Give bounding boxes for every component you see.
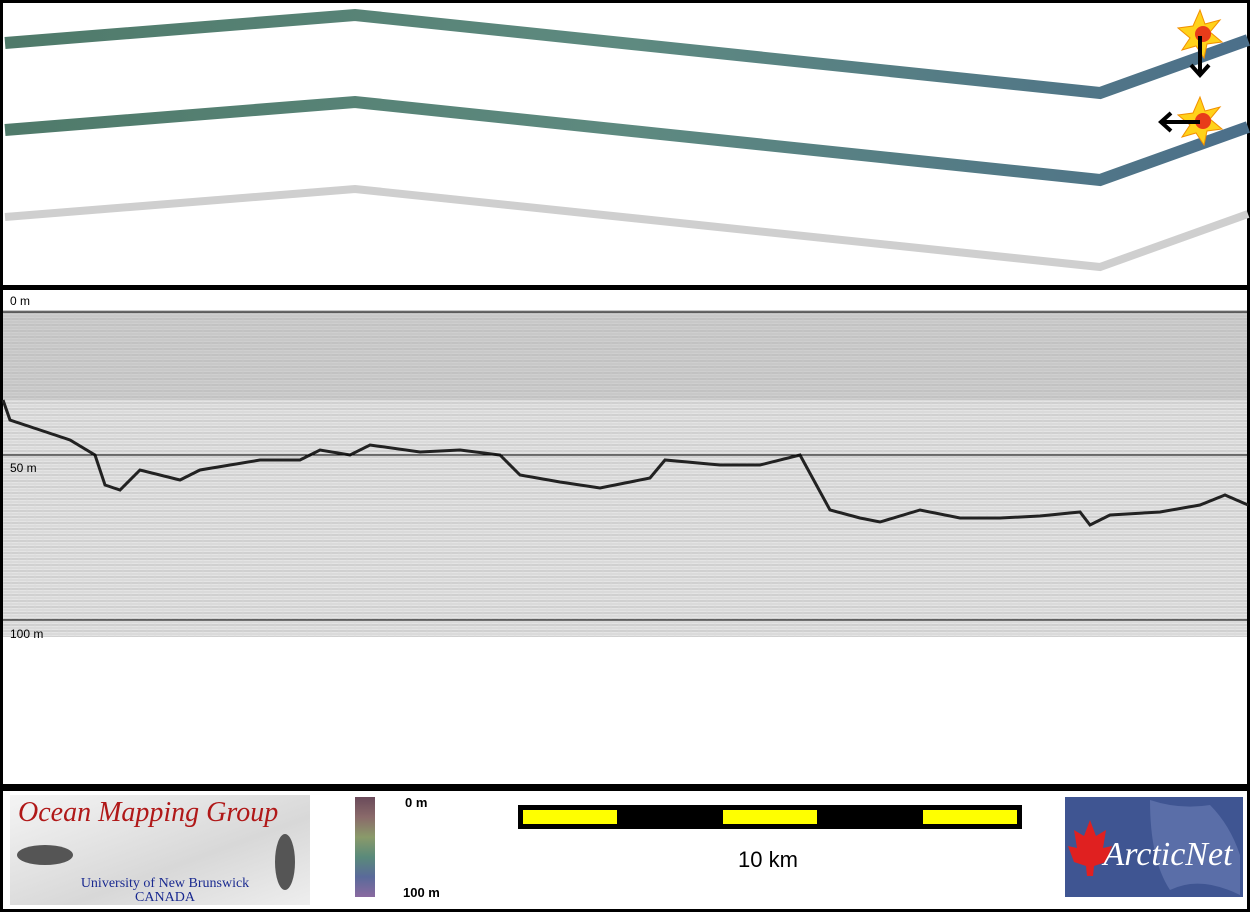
logo-title: Ocean Mapping Group [18,797,278,828]
logo-graphic [275,834,295,890]
swath-panel [3,3,1247,285]
depth-label: 50 m [10,461,37,475]
logo-map [1150,800,1240,895]
color-scale-label: 0 m [405,795,427,810]
echogram [3,310,1247,637]
echogram-surface [3,310,1247,400]
scale-bar-segment [523,810,617,824]
arrow [1158,111,1200,133]
swath-track [4,8,1250,100]
logo-university: University of New Brunswick [81,876,249,891]
color-scale [355,797,375,897]
color-scale-label: 100 m [403,885,440,900]
scale-bar-segment [723,810,817,824]
depth-label: 100 m [10,627,43,641]
maple-leaf [1068,820,1112,876]
swath-track [4,184,1250,272]
logo-text: ArcticNet [1101,836,1234,873]
swath-track [4,95,1250,187]
logo-graphic [17,845,73,865]
seafloor-trace [1,399,1249,527]
scale-bar-segment [923,810,1017,824]
arrow [1189,36,1211,78]
logo-country: CANADA [135,890,196,905]
depth-label: 0 m [10,294,30,308]
scale-bar-label: 10 km [738,847,798,872]
